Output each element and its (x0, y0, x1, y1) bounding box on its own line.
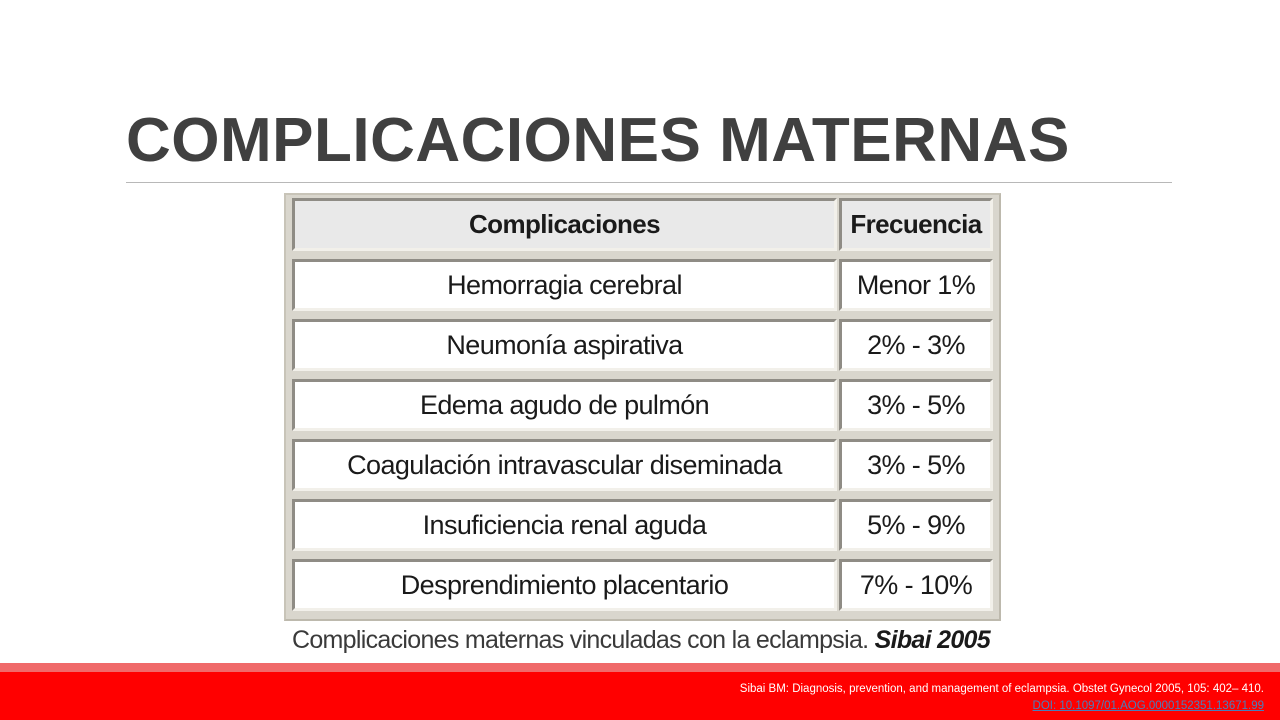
complication-cell: Coagulación intravascular diseminada (292, 439, 837, 491)
header-frecuencia: Frecuencia (839, 198, 993, 251)
complication-cell: Desprendimiento placentario (292, 559, 837, 611)
caption-text: Complicaciones maternas vinculadas con l… (292, 626, 875, 654)
caption-source: Sibai 2005 (874, 626, 991, 654)
frequency-cell: 5% - 9% (839, 499, 993, 551)
frequency-cell: 3% - 5% (839, 379, 993, 431)
table-caption: Complicaciones maternas vinculadas con l… (292, 626, 1012, 655)
header-complicaciones: Complicaciones (292, 198, 837, 251)
footer-band (0, 672, 1280, 720)
reference-block: Sibai BM: Diagnosis, prevention, and man… (740, 681, 1264, 715)
title-divider (126, 182, 1172, 183)
complication-cell: Edema agudo de pulmón (292, 379, 837, 431)
slide-title: COMPLICACIONES MATERNAS (126, 106, 1070, 175)
complications-table: Complicaciones Frecuencia Hemorragia cer… (284, 193, 1001, 621)
complication-cell: Insuficiencia renal aguda (292, 499, 837, 551)
doi-link[interactable]: DOI: 10.1097/01.AOG.0000152351.13671.99 (1032, 700, 1264, 712)
frequency-cell: Menor 1% (839, 259, 993, 311)
complication-cell: Hemorragia cerebral (292, 259, 837, 311)
complication-cell: Neumonía aspirativa (292, 319, 837, 371)
frequency-cell: 7% - 10% (839, 559, 993, 611)
reference-text: Sibai BM: Diagnosis, prevention, and man… (739, 683, 1264, 695)
frequency-cell: 3% - 5% (839, 439, 993, 491)
footer-accent-strip (0, 663, 1280, 672)
frequency-cell: 2% - 3% (839, 319, 993, 371)
